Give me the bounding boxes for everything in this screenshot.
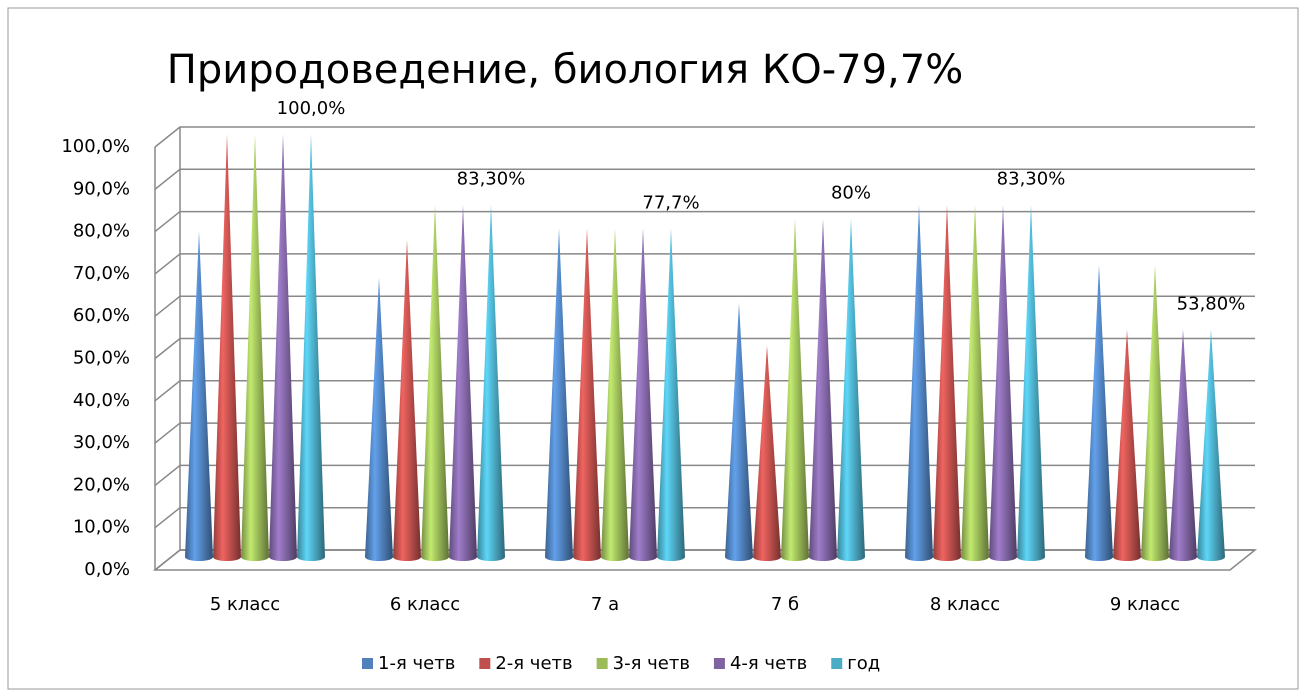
grid-line bbox=[154, 126, 1255, 148]
y-tick-label: 20,0% bbox=[73, 474, 130, 495]
legend-swatch bbox=[596, 658, 608, 669]
y-tick-label: 60,0% bbox=[73, 305, 130, 326]
grid-line bbox=[154, 295, 1255, 317]
cone bbox=[725, 303, 753, 561]
data-label: 80% bbox=[831, 183, 871, 204]
legend-label: 4-я четв bbox=[730, 653, 807, 674]
cone bbox=[185, 231, 213, 562]
cone bbox=[573, 228, 601, 562]
y-tick-label: 80,0% bbox=[73, 221, 130, 242]
data-label: 77,7% bbox=[642, 192, 699, 213]
grid-line bbox=[154, 549, 1255, 571]
x-tick-label: 8 класс bbox=[930, 594, 1000, 615]
cone bbox=[297, 134, 325, 561]
y-tick-label: 40,0% bbox=[73, 390, 130, 411]
cone bbox=[933, 204, 961, 562]
y-tick-label: 100,0% bbox=[61, 136, 130, 157]
cone bbox=[601, 228, 629, 562]
y-tick-label: 30,0% bbox=[73, 432, 130, 453]
cone bbox=[365, 277, 393, 561]
cone bbox=[629, 228, 657, 562]
cone bbox=[477, 204, 505, 562]
data-label: 83,30% bbox=[457, 169, 526, 190]
grid-line bbox=[154, 422, 1255, 444]
legend-label: 2-я четв bbox=[495, 653, 572, 674]
cone bbox=[1113, 329, 1141, 561]
grid-line bbox=[154, 464, 1255, 486]
cone bbox=[393, 239, 421, 561]
data-label: 100,0% bbox=[277, 98, 346, 119]
data-label: 83,30% bbox=[997, 169, 1066, 190]
x-tick-label: 5 класс bbox=[210, 594, 280, 615]
y-tick-label: 10,0% bbox=[73, 517, 130, 538]
cone bbox=[421, 204, 449, 562]
cone bbox=[269, 134, 297, 561]
y-tick-label: 90,0% bbox=[73, 178, 130, 199]
x-tick-label: 7 б bbox=[771, 594, 799, 615]
cone bbox=[1141, 265, 1169, 561]
cone bbox=[1197, 329, 1225, 561]
cone bbox=[213, 134, 241, 561]
legend-label: 3-я четв bbox=[613, 653, 690, 674]
grid-line bbox=[154, 337, 1255, 360]
cone bbox=[781, 218, 809, 561]
legend-swatch bbox=[831, 658, 843, 669]
grid-line bbox=[154, 168, 1255, 190]
cone bbox=[961, 204, 989, 562]
cone bbox=[837, 218, 865, 561]
cone bbox=[1169, 329, 1197, 561]
chart-title: Природоведение, биология КО-79,7% bbox=[167, 47, 963, 93]
cone bbox=[905, 204, 933, 562]
grid-line bbox=[154, 253, 1255, 275]
y-tick-label: 0,0% bbox=[84, 559, 130, 580]
grid-line bbox=[154, 380, 1255, 402]
cone bbox=[1085, 265, 1113, 561]
y-tick-label: 70,0% bbox=[73, 263, 130, 284]
grid-line bbox=[154, 210, 1255, 233]
data-label: 53,80% bbox=[1177, 293, 1246, 314]
cone bbox=[753, 345, 781, 561]
legend-swatch bbox=[362, 658, 373, 669]
x-tick-label: 7 а bbox=[591, 594, 619, 615]
cone bbox=[449, 204, 477, 562]
cone bbox=[989, 204, 1017, 562]
y-tick-label: 50,0% bbox=[73, 348, 130, 369]
cone bbox=[241, 134, 269, 561]
legend-swatch bbox=[713, 658, 725, 669]
cone bbox=[809, 218, 837, 561]
grid-line bbox=[154, 506, 1255, 529]
cone bbox=[657, 228, 685, 562]
cone bbox=[545, 228, 573, 562]
legend-label: год bbox=[847, 653, 880, 674]
legend-swatch bbox=[479, 658, 491, 669]
legend-label: 1-я четв bbox=[378, 653, 455, 674]
x-tick-label: 9 класс bbox=[1110, 594, 1180, 615]
cone bbox=[1017, 204, 1045, 562]
x-tick-label: 6 класс bbox=[390, 594, 460, 615]
